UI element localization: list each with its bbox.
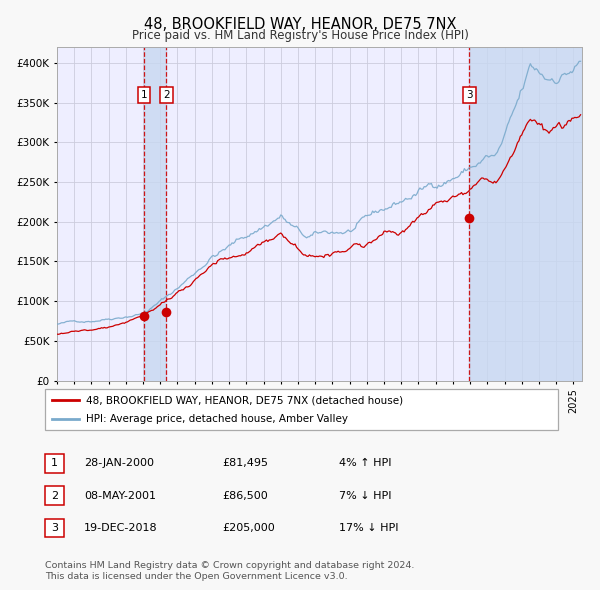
Text: Price paid vs. HM Land Registry's House Price Index (HPI): Price paid vs. HM Land Registry's House … bbox=[131, 29, 469, 42]
Text: 08-MAY-2001: 08-MAY-2001 bbox=[84, 491, 156, 500]
Text: 7% ↓ HPI: 7% ↓ HPI bbox=[339, 491, 391, 500]
Text: 19-DEC-2018: 19-DEC-2018 bbox=[84, 523, 158, 533]
Text: HPI: Average price, detached house, Amber Valley: HPI: Average price, detached house, Ambe… bbox=[86, 414, 349, 424]
Bar bbox=[469, 47, 582, 381]
Text: 28-JAN-2000: 28-JAN-2000 bbox=[84, 458, 154, 468]
Text: Contains HM Land Registry data © Crown copyright and database right 2024.: Contains HM Land Registry data © Crown c… bbox=[45, 560, 415, 569]
Text: 3: 3 bbox=[466, 90, 473, 100]
Text: This data is licensed under the Open Government Licence v3.0.: This data is licensed under the Open Gov… bbox=[45, 572, 347, 581]
Text: £205,000: £205,000 bbox=[222, 523, 275, 533]
Text: 3: 3 bbox=[51, 523, 58, 533]
Text: 2: 2 bbox=[51, 491, 58, 500]
Text: 2: 2 bbox=[163, 90, 170, 100]
Text: £86,500: £86,500 bbox=[222, 491, 268, 500]
Text: 48, BROOKFIELD WAY, HEANOR, DE75 7NX: 48, BROOKFIELD WAY, HEANOR, DE75 7NX bbox=[144, 17, 456, 31]
Bar bbox=[144, 47, 166, 381]
Text: £81,495: £81,495 bbox=[222, 458, 268, 468]
Text: 17% ↓ HPI: 17% ↓ HPI bbox=[339, 523, 398, 533]
Text: 1: 1 bbox=[141, 90, 148, 100]
Text: 4% ↑ HPI: 4% ↑ HPI bbox=[339, 458, 391, 468]
Text: 1: 1 bbox=[51, 458, 58, 468]
Text: 48, BROOKFIELD WAY, HEANOR, DE75 7NX (detached house): 48, BROOKFIELD WAY, HEANOR, DE75 7NX (de… bbox=[86, 395, 404, 405]
